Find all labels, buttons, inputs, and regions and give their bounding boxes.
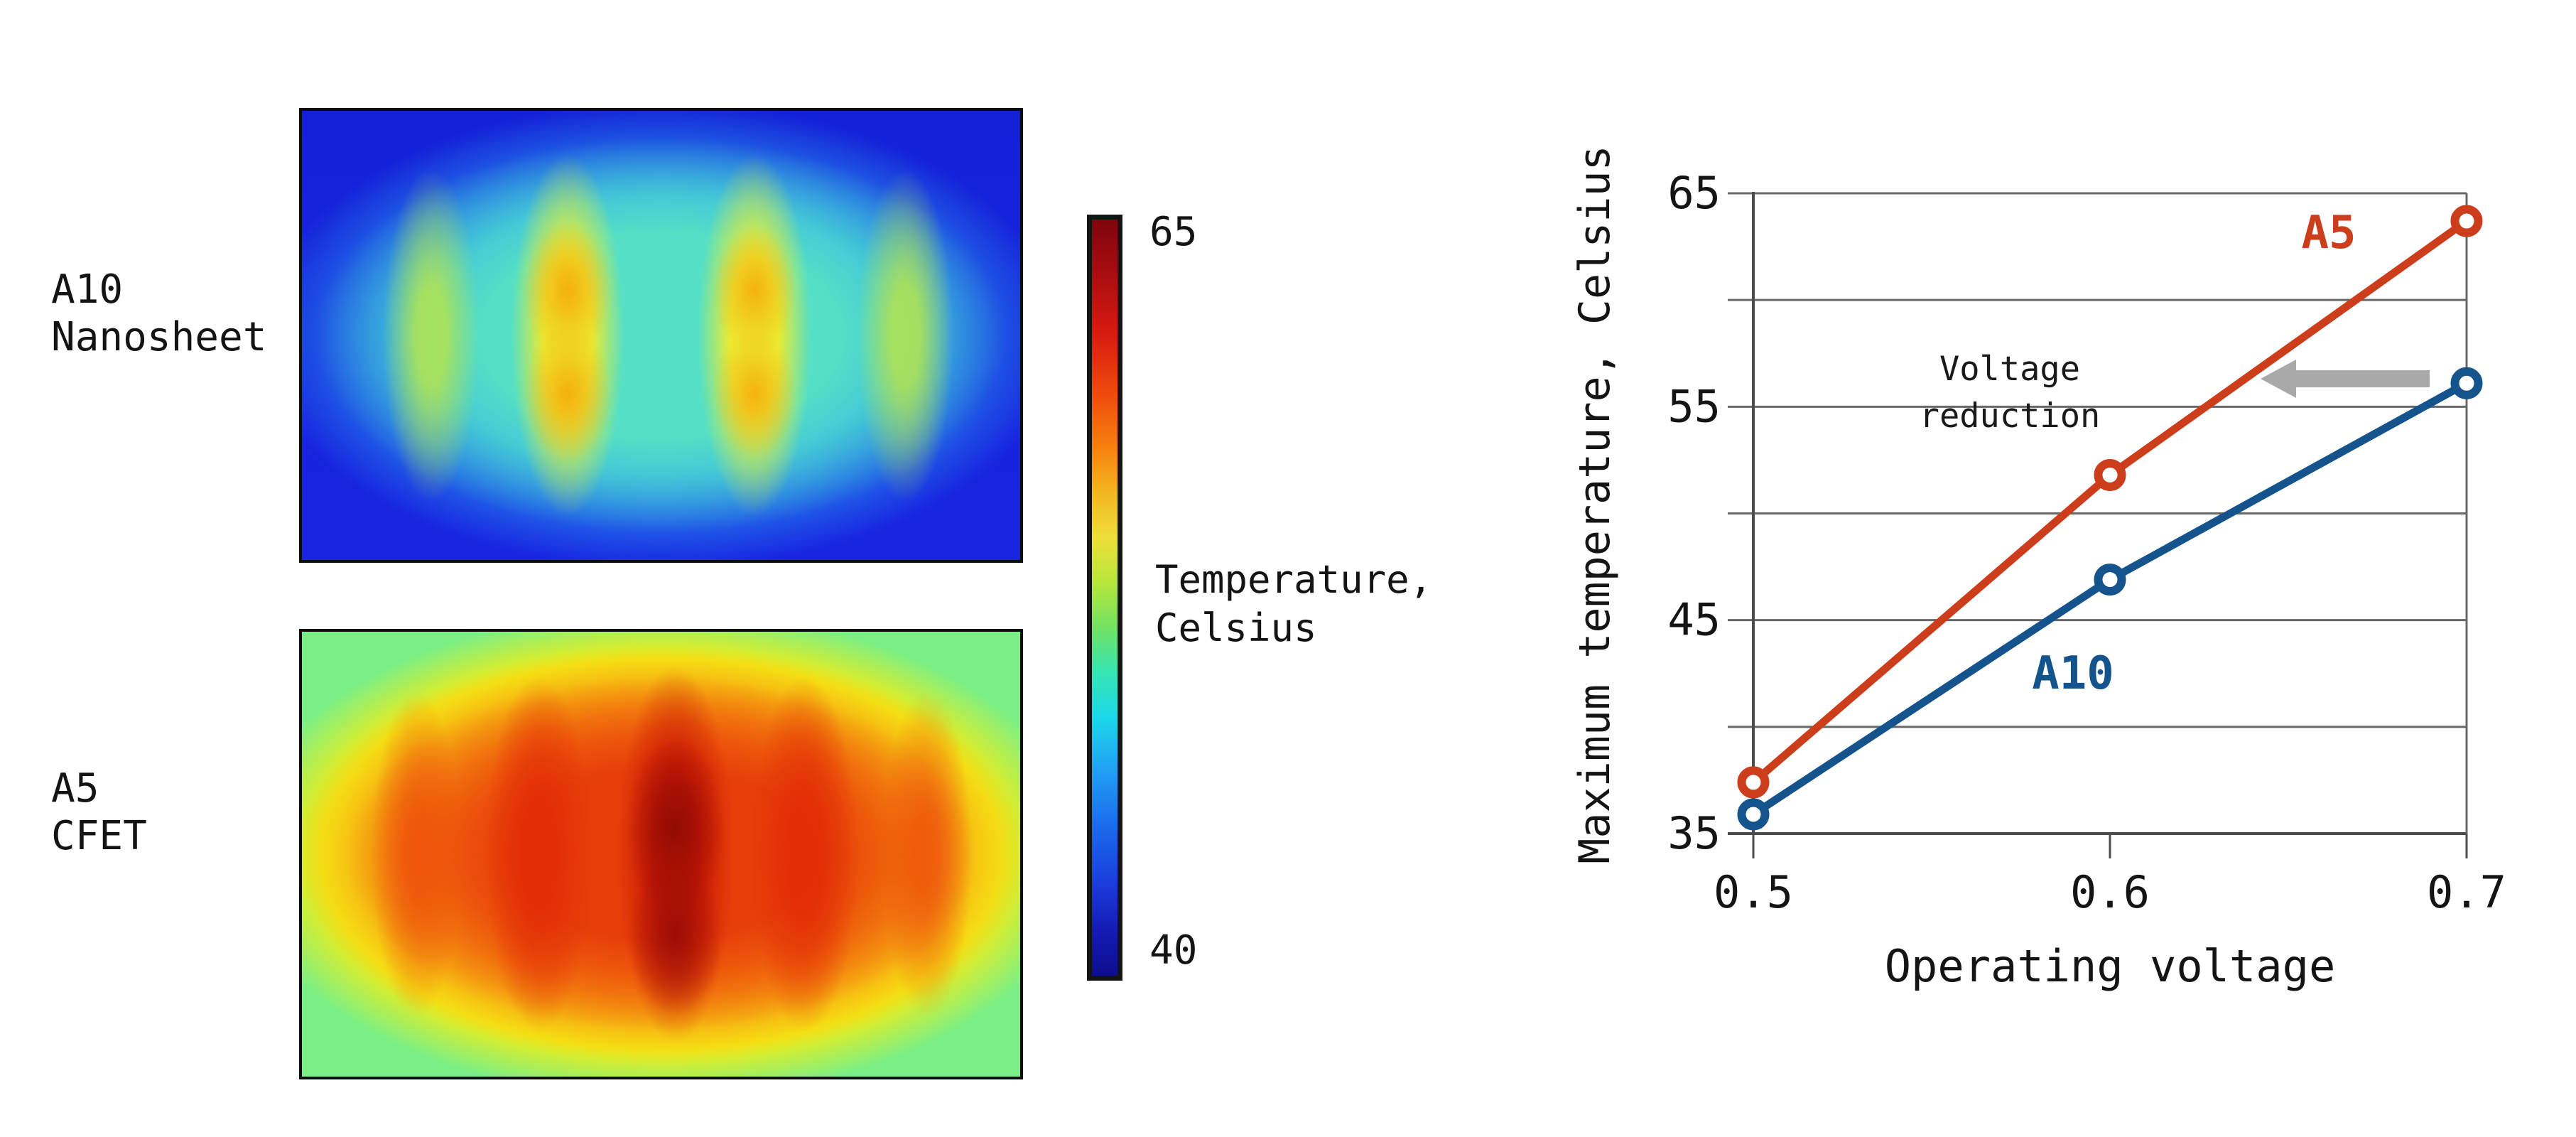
data-point-a10-0.7 xyxy=(2450,367,2483,399)
series-line-a10 xyxy=(1749,379,2471,819)
data-point-a10-0.6 xyxy=(2094,564,2126,596)
series-label-a5: A5 xyxy=(2301,207,2356,259)
heatmap-a10-label: A10 Nanosheet xyxy=(51,266,267,360)
y-tick-label-35: 35 xyxy=(1667,807,1721,859)
y-tick-label-55: 55 xyxy=(1667,380,1721,432)
colorbar-max-label: 65 xyxy=(1149,209,1198,255)
data-point-a5-0.5 xyxy=(1737,766,1770,799)
x-tick-label-0.6: 0.6 xyxy=(2070,866,2150,918)
series-label-a10: A10 xyxy=(2032,647,2114,700)
y-tick-label-65: 65 xyxy=(1667,167,1721,219)
heatmap-a5-cfet xyxy=(299,629,1023,1079)
data-point-a5-0.7 xyxy=(2450,205,2483,237)
data-point-a10-0.5 xyxy=(1737,798,1770,831)
colorbar-title: Temperature, Celsius xyxy=(1155,557,1433,650)
temperature-colorbar xyxy=(1087,215,1122,981)
x-axis-label: Operating voltage xyxy=(1884,940,2336,992)
x-tick-label-0.7: 0.7 xyxy=(2427,866,2506,918)
x-tick-label-0.5: 0.5 xyxy=(1714,866,1793,918)
voltage-reduction-arrow xyxy=(2261,360,2430,398)
data-point-a5-0.6 xyxy=(2094,458,2126,491)
colorbar-min-label: 40 xyxy=(1149,927,1198,974)
heatmap-a5-label: A5 CFET xyxy=(51,765,147,859)
y-axis-label: Maximum temperature, Celsius xyxy=(1570,145,1620,864)
line-chart: 65 55 45 35 0.5 0.6 0.7 xyxy=(1667,167,2506,918)
voltage-reduction-annotation: Voltage reduction xyxy=(1919,350,2101,436)
y-tick-label-45: 45 xyxy=(1667,594,1721,646)
heatmap-a10-nanosheet xyxy=(299,108,1023,563)
